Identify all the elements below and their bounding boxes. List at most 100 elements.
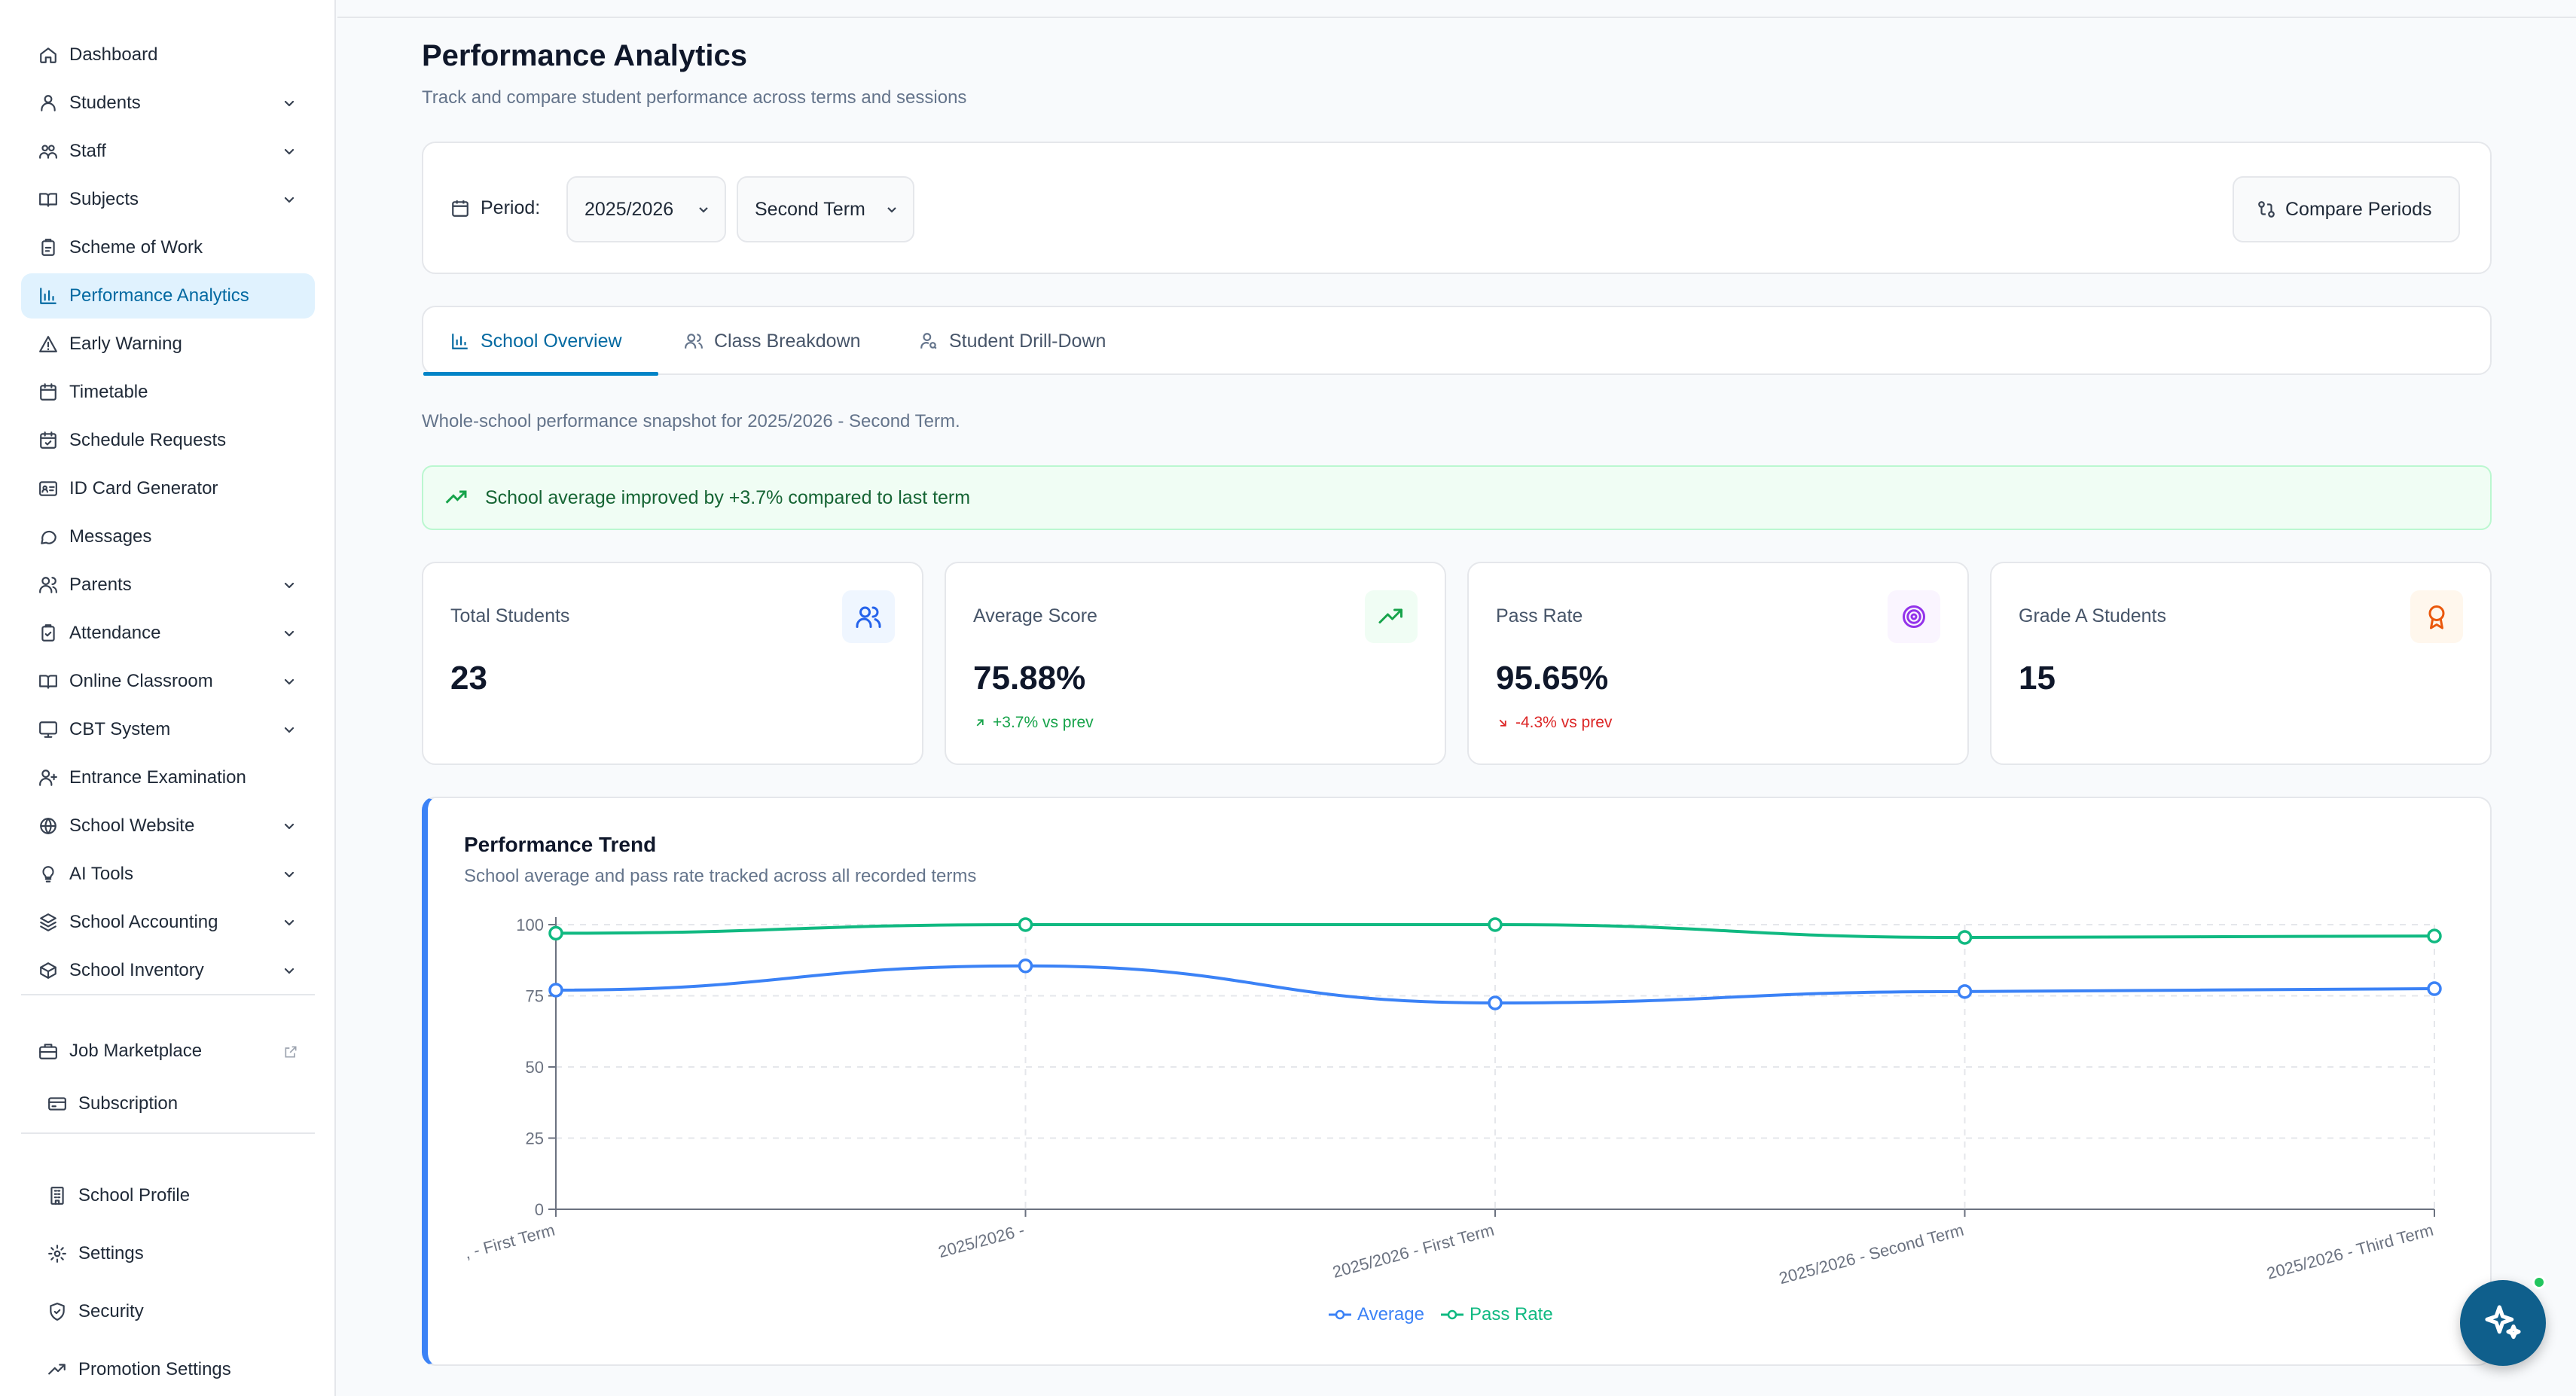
stat-card-total-students: Total Students 23 bbox=[422, 562, 923, 765]
sidebar-item-schedule-requests[interactable]: Schedule Requests bbox=[21, 418, 315, 463]
period-label-text: Period: bbox=[481, 197, 541, 218]
x-tick-label: 2025/2026 - Second Term bbox=[1777, 1221, 1966, 1288]
compare-periods-label: Compare Periods bbox=[2285, 198, 2432, 220]
compare-periods-button[interactable]: Compare Periods bbox=[2233, 176, 2460, 242]
sidebar-item-label: AI Tools bbox=[69, 864, 133, 884]
tab-student-drill-down[interactable]: Student Drill-Down bbox=[919, 307, 1106, 375]
data-point-average[interactable] bbox=[2427, 981, 2442, 996]
data-point-average[interactable] bbox=[548, 983, 563, 998]
chevron-down-icon bbox=[280, 865, 298, 883]
stat-value: 95.65% bbox=[1496, 660, 1609, 696]
legend-item-pass-rate[interactable]: Pass Rate bbox=[1440, 1304, 1553, 1325]
sidebar-divider bbox=[21, 1132, 315, 1134]
sidebar-item-dashboard[interactable]: Dashboard bbox=[21, 32, 315, 78]
credit-card-icon bbox=[44, 1090, 71, 1117]
sidebar-item-label: Messages bbox=[69, 526, 152, 547]
stat-delta: +3.7% vs prev bbox=[973, 714, 1094, 732]
sidebar-item-label: Attendance bbox=[69, 623, 161, 643]
stat-card-pass-rate: Pass Rate 95.65% -4.3% vs prev bbox=[1467, 562, 1969, 765]
target-icon bbox=[1888, 590, 1940, 643]
term-select[interactable]: Second Term bbox=[737, 176, 914, 242]
sidebar-item-label: Parents bbox=[69, 575, 132, 595]
sidebar-item-early-warning[interactable]: Early Warning bbox=[21, 322, 315, 367]
sidebar-item-school-profile[interactable]: School Profile bbox=[21, 1173, 315, 1218]
data-point-pass-rate[interactable] bbox=[2427, 928, 2442, 943]
data-point-pass-rate[interactable] bbox=[548, 925, 563, 941]
briefcase-icon bbox=[35, 1038, 62, 1065]
tab-class-breakdown[interactable]: Class Breakdown bbox=[684, 307, 861, 375]
calendar-icon bbox=[35, 379, 62, 406]
sidebar-item-label: Security bbox=[78, 1301, 144, 1321]
home-icon bbox=[35, 41, 62, 69]
sidebar-item-parents[interactable]: Parents bbox=[21, 562, 315, 608]
sidebar-item-school-inventory[interactable]: School Inventory bbox=[21, 948, 315, 993]
stat-value: 75.88% bbox=[973, 660, 1086, 696]
sidebar-item-scheme-of-work[interactable]: Scheme of Work bbox=[21, 225, 315, 270]
page-subtitle: Track and compare student performance ac… bbox=[422, 87, 967, 108]
chevron-down-icon bbox=[694, 200, 713, 218]
sidebar-item-students[interactable]: Students bbox=[21, 81, 315, 126]
x-tick-label: 2025/2026 - bbox=[936, 1221, 1027, 1262]
sidebar-item-entrance-examination[interactable]: Entrance Examination bbox=[21, 755, 315, 800]
y-tick-label: 75 bbox=[526, 987, 544, 1006]
sidebar-item-label: Dashboard bbox=[69, 44, 158, 65]
gear-icon bbox=[44, 1240, 71, 1267]
sidebar-item-timetable[interactable]: Timetable bbox=[21, 370, 315, 415]
tab-label: Class Breakdown bbox=[714, 330, 861, 352]
performance-trend-chart: 0 25 50 75 100 , - First Term 2025/2026 - 2025/… bbox=[462, 916, 2442, 1288]
tabs-bar: School Overview Class Breakdown Student … bbox=[422, 306, 2492, 376]
sidebar-item-label: Timetable bbox=[69, 382, 148, 402]
ai-assistant-button[interactable] bbox=[2460, 1280, 2546, 1366]
y-tick-label: 25 bbox=[526, 1129, 544, 1148]
trending-up-icon bbox=[445, 490, 467, 504]
globe-icon bbox=[35, 812, 62, 840]
sidebar-item-staff[interactable]: Staff bbox=[21, 129, 315, 174]
sidebar-item-id-card-generator[interactable]: ID Card Generator bbox=[21, 466, 315, 511]
sidebar-item-school-website[interactable]: School Website bbox=[21, 803, 315, 849]
term-select-value: Second Term bbox=[755, 198, 865, 220]
sidebar-item-subjects[interactable]: Subjects bbox=[21, 177, 315, 222]
chart-title: Performance Trend bbox=[464, 833, 657, 856]
x-tick-label: , - First Term bbox=[462, 1221, 557, 1263]
online-status-dot bbox=[2532, 1276, 2546, 1289]
sidebar-item-label: Early Warning bbox=[69, 334, 182, 354]
session-select[interactable]: 2025/2026 bbox=[566, 176, 726, 242]
data-point-average[interactable] bbox=[1957, 984, 1973, 999]
sidebar-item-attendance[interactable]: Attendance bbox=[21, 611, 315, 656]
chevron-down-icon bbox=[883, 200, 901, 218]
building-icon bbox=[44, 1182, 71, 1209]
legend-item-average[interactable]: Average bbox=[1329, 1304, 1424, 1325]
sidebar-item-promotion-settings[interactable]: Promotion Settings bbox=[21, 1347, 315, 1392]
monitor-icon bbox=[35, 716, 62, 743]
user-search-icon bbox=[920, 333, 937, 349]
sidebar-item-job-marketplace[interactable]: Job Marketplace bbox=[21, 1029, 315, 1074]
chevron-down-icon bbox=[280, 142, 298, 160]
chevron-down-icon bbox=[280, 624, 298, 642]
sidebar-item-settings[interactable]: Settings bbox=[21, 1231, 315, 1276]
arrow-up-right-icon bbox=[976, 719, 984, 727]
stat-value: 15 bbox=[2019, 660, 2056, 696]
sidebar-item-cbt-system[interactable]: CBT System bbox=[21, 707, 315, 752]
sidebar-item-security[interactable]: Security bbox=[21, 1289, 315, 1334]
arrow-down-right-icon bbox=[1499, 719, 1506, 727]
data-point-pass-rate[interactable] bbox=[1957, 930, 1973, 945]
sidebar-item-online-classroom[interactable]: Online Classroom bbox=[21, 659, 315, 704]
sidebar-item-subscription[interactable]: Subscription bbox=[21, 1081, 315, 1126]
chevron-down-icon bbox=[280, 721, 298, 739]
chevron-down-icon bbox=[280, 94, 298, 112]
data-point-pass-rate[interactable] bbox=[1018, 917, 1033, 932]
data-point-average[interactable] bbox=[1018, 959, 1033, 974]
trending-up-icon bbox=[1365, 590, 1418, 643]
performance-trend-card: Performance Trend School average and pas… bbox=[422, 797, 2492, 1366]
chevron-down-icon bbox=[280, 817, 298, 835]
sidebar-item-label: Promotion Settings bbox=[78, 1359, 231, 1379]
sidebar-item-school-accounting[interactable]: School Accounting bbox=[21, 900, 315, 945]
sidebar-item-ai-tools[interactable]: AI Tools bbox=[21, 852, 315, 897]
data-point-average[interactable] bbox=[1488, 995, 1503, 1010]
sidebar-item-performance-analytics[interactable]: Performance Analytics bbox=[21, 273, 315, 319]
tab-school-overview[interactable]: School Overview bbox=[450, 307, 622, 375]
data-point-pass-rate[interactable] bbox=[1488, 917, 1503, 932]
sidebar-item-messages[interactable]: Messages bbox=[21, 514, 315, 559]
chevron-down-icon bbox=[280, 913, 298, 931]
book-open-icon bbox=[35, 668, 62, 695]
